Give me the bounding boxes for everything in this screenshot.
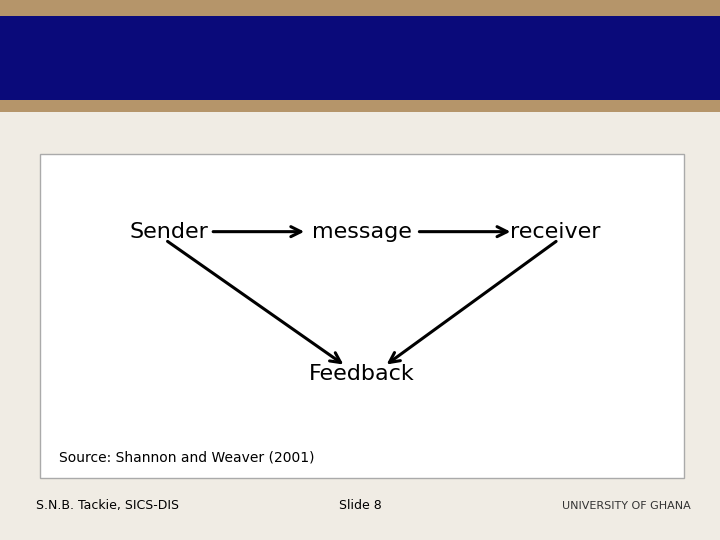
Text: S.N.B. Tackie, SICS-DIS: S.N.B. Tackie, SICS-DIS xyxy=(36,500,179,512)
Text: receiver: receiver xyxy=(510,221,600,242)
Text: Feedback: Feedback xyxy=(309,364,415,384)
Text: message: message xyxy=(312,221,412,242)
Text: Source: Shannon and Weaver (2001): Source: Shannon and Weaver (2001) xyxy=(59,451,315,465)
Text: Sender: Sender xyxy=(129,221,208,242)
Text: UNIVERSITY OF GHANA: UNIVERSITY OF GHANA xyxy=(562,501,691,511)
Text: Slide 8: Slide 8 xyxy=(338,500,382,512)
Text: The Communication Process: The Communication Process xyxy=(73,41,647,75)
